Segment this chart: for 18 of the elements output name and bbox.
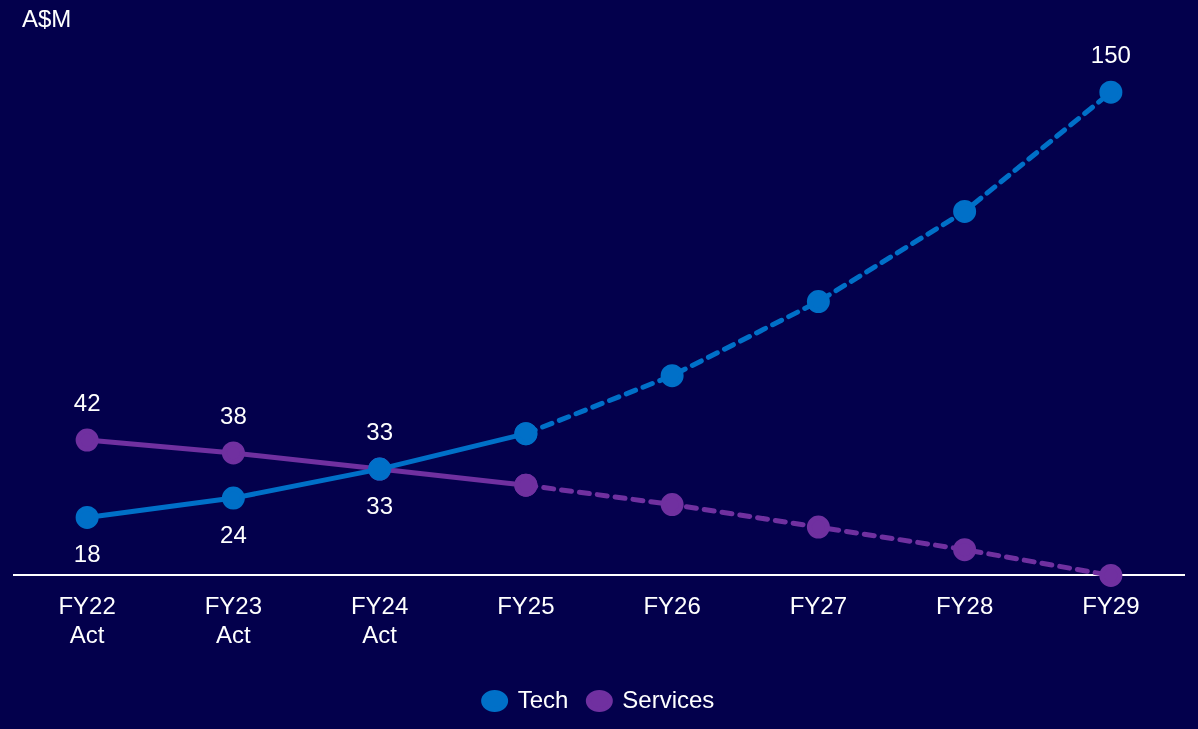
x-tick-label: FY25 [497,592,555,620]
x-tick-label: FY26 [643,592,701,620]
data-label: 33 [366,417,393,445]
x-tick-label: FY27 [789,592,848,620]
x-tick-label: FY24 Act [350,592,409,649]
x-tick-label: FY22 Act [58,592,116,649]
data-label: 42 [73,388,101,416]
data-label: 24 [220,520,247,548]
x-tick-label: FY23 Act [204,592,263,649]
data-label: 38 [220,401,247,429]
legend-label: Tech [517,685,569,713]
data-label: 18 [73,540,101,568]
legend-label: Services [622,685,715,713]
x-tick-label: FY28 [935,592,994,620]
x-tick-label: FY29 [1082,592,1140,620]
data-label: 150 [1090,40,1131,68]
y-axis-title: A$M [22,4,72,32]
data-label: 33 [366,491,393,519]
